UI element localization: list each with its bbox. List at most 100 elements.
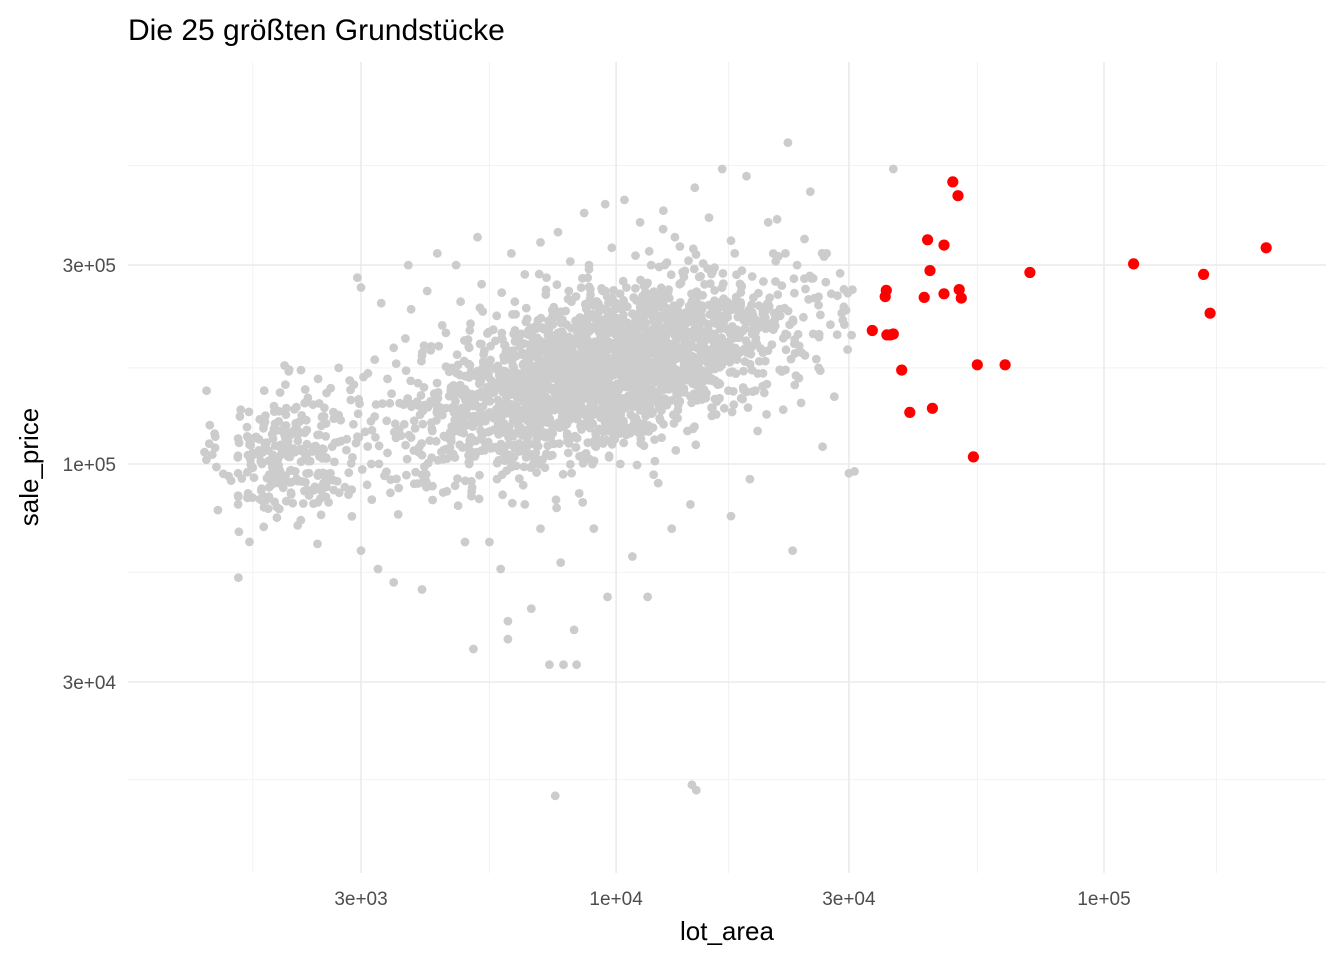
data-point (708, 267, 717, 277)
data-point (783, 306, 793, 316)
data-point (308, 400, 318, 410)
data-point (763, 217, 773, 227)
data-point (263, 473, 273, 483)
data-point (510, 297, 520, 307)
data-point (576, 283, 586, 293)
data-point (477, 446, 486, 456)
data-point (582, 405, 592, 414)
data-point (200, 447, 209, 457)
data-point (643, 592, 652, 602)
data-point (625, 396, 635, 406)
data-point (492, 474, 502, 484)
chart-title: Die 25 größten Grundstücke (128, 14, 505, 47)
data-point (437, 321, 447, 330)
data-point (507, 400, 516, 409)
data-point (717, 283, 727, 292)
data-point (420, 462, 429, 471)
data-point (488, 325, 498, 335)
data-point (682, 373, 691, 383)
highlight-point (1128, 258, 1140, 270)
data-point (633, 386, 642, 395)
data-point (597, 286, 607, 296)
data-point (313, 471, 323, 480)
data-point (528, 460, 538, 469)
tick-labels: 3e+03 1e+04 3e+04 1e+05 3e+04 1e+05 3e+05 (63, 256, 1131, 910)
data-point (564, 343, 574, 353)
highlight-point (1260, 242, 1272, 254)
data-point (485, 386, 494, 395)
data-point (667, 395, 677, 405)
data-point (632, 460, 642, 470)
data-point (363, 442, 373, 451)
data-point (539, 371, 549, 380)
data-point (309, 442, 319, 452)
data-point (503, 374, 513, 384)
data-point (689, 264, 699, 274)
data-point (665, 365, 675, 375)
data-point (316, 510, 326, 520)
data-point (737, 282, 746, 292)
data-point (644, 343, 654, 352)
data-point (202, 455, 211, 465)
data-point (399, 419, 409, 429)
data-point (675, 242, 685, 251)
data-point (614, 348, 624, 358)
data-point (300, 385, 310, 394)
data-point (485, 537, 494, 547)
data-point (304, 468, 314, 478)
data-point (555, 402, 564, 412)
data-point (563, 448, 573, 458)
data-point (773, 290, 783, 299)
data-point (428, 495, 437, 505)
data-point (401, 440, 410, 450)
data-point (567, 334, 577, 344)
data-point (521, 303, 531, 313)
data-point (332, 476, 342, 486)
data-point (790, 380, 800, 390)
data-point (584, 327, 594, 337)
data-point (609, 358, 618, 368)
data-point (770, 315, 780, 325)
data-point (822, 249, 831, 258)
data-point (370, 412, 380, 421)
data-point (583, 438, 593, 448)
data-point (218, 469, 228, 479)
data-point (549, 439, 559, 449)
data-point (446, 382, 456, 392)
data-point (346, 395, 356, 405)
data-point (486, 376, 496, 385)
data-point (281, 434, 291, 443)
data-point (477, 279, 486, 289)
data-point (611, 325, 621, 335)
x-tick-label: 3e+04 (822, 889, 876, 910)
data-point (356, 283, 366, 292)
data-point (636, 275, 645, 285)
data-point (753, 426, 762, 436)
data-point (425, 436, 435, 445)
data-point (644, 246, 654, 256)
data-point (590, 364, 600, 373)
data-point (244, 407, 254, 417)
data-point (848, 285, 857, 294)
data-point (496, 439, 506, 449)
data-point (272, 513, 282, 523)
data-point (461, 404, 471, 414)
x-tick-label: 1e+04 (589, 889, 643, 910)
data-point (245, 537, 254, 547)
data-point (374, 459, 384, 469)
data-point (690, 304, 699, 313)
data-point (615, 459, 625, 469)
data-point (653, 317, 663, 327)
data-point (602, 397, 612, 407)
data-point (402, 454, 412, 464)
data-point (814, 363, 823, 373)
data-point (736, 301, 746, 310)
data-point (242, 422, 252, 432)
data-point (700, 337, 709, 347)
data-point (498, 490, 507, 500)
data-point (326, 383, 336, 393)
data-point (456, 412, 465, 421)
data-point (544, 328, 554, 338)
data-point (262, 438, 271, 447)
data-point (710, 286, 719, 295)
